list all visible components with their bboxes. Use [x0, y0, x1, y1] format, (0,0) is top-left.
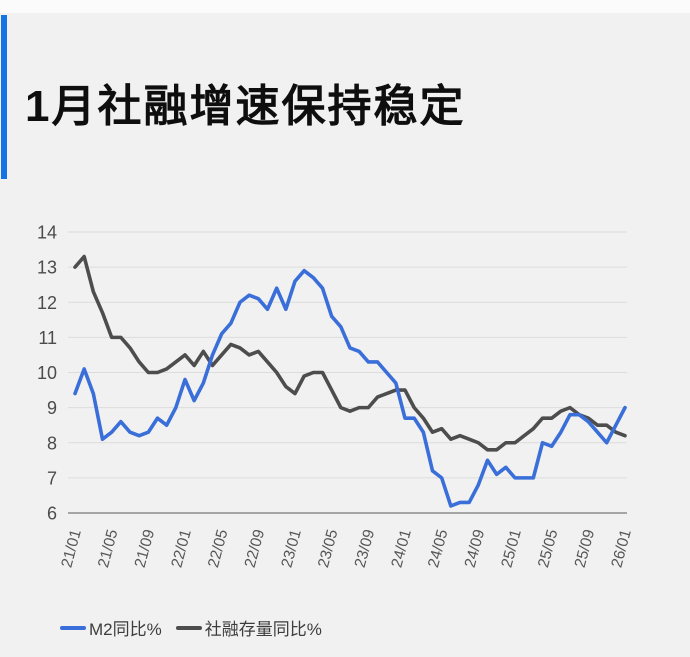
page-title: 1月社融增速保持稳定: [25, 82, 466, 131]
legend-item-m2: M2同比%: [60, 615, 162, 640]
legend-label-m2: M2同比%: [89, 620, 162, 639]
x-axis-tick-label: 23/09: [352, 528, 378, 570]
x-axis-tick-label: 22/09: [242, 528, 268, 570]
chart-legend: M2同比% 社融存量同比%: [60, 615, 322, 640]
legend-item-tsf: 社融存量同比%: [175, 615, 322, 640]
y-axis-tick-label: 11: [38, 328, 57, 348]
line-chart: 6 7 8 9 10 11 12 13 14 21/01 21/05 21/09 22/01 22/05 2…: [37, 223, 635, 570]
m2-series-line: [73, 268, 627, 508]
x-axis-tick-label: 22/01: [168, 528, 194, 570]
y-axis-tick-label: 12: [37, 293, 57, 313]
legend-swatch-tsf-line: [175, 625, 202, 630]
y-axis-tick-label: 6: [47, 504, 57, 524]
x-axis-tick-label: 23/05: [315, 528, 341, 570]
tsf-series-line: [73, 254, 627, 452]
x-axis-tick-label: 21/05: [95, 528, 121, 570]
x-axis-tick-label: 24/05: [425, 528, 451, 570]
x-axis-tick-label: 21/09: [132, 528, 158, 570]
y-axis-tick-label: 9: [47, 398, 57, 418]
x-axis-tick-label: 25/09: [572, 528, 598, 570]
legend-swatch-m2-line: [60, 625, 86, 630]
y-axis-tick-label: 13: [37, 258, 57, 278]
y-axis-tick-label: 7: [47, 468, 57, 488]
y-axis-tick-label: 10: [37, 363, 57, 383]
y-axis-tick-label: 8: [47, 433, 57, 453]
x-axis-tick-label: 26/01: [608, 528, 634, 570]
top-strip: [0, 0, 690, 13]
x-axis-tick-label: 21/01: [58, 528, 84, 570]
x-axis-tick-label: 23/01: [278, 528, 304, 570]
legend-label-tsf: 社融存量同比%: [204, 620, 322, 639]
x-axis-tick-label: 24/09: [462, 528, 488, 570]
x-axis-tick-label: 24/01: [388, 528, 414, 570]
x-axis-tick-label: 22/05: [205, 528, 231, 570]
x-axis-tick-label: 25/01: [498, 528, 524, 570]
title-accent-bar: [1, 15, 7, 179]
y-axis-tick-label: 14: [37, 223, 57, 243]
x-axis-tick-label: 25/05: [535, 528, 561, 570]
